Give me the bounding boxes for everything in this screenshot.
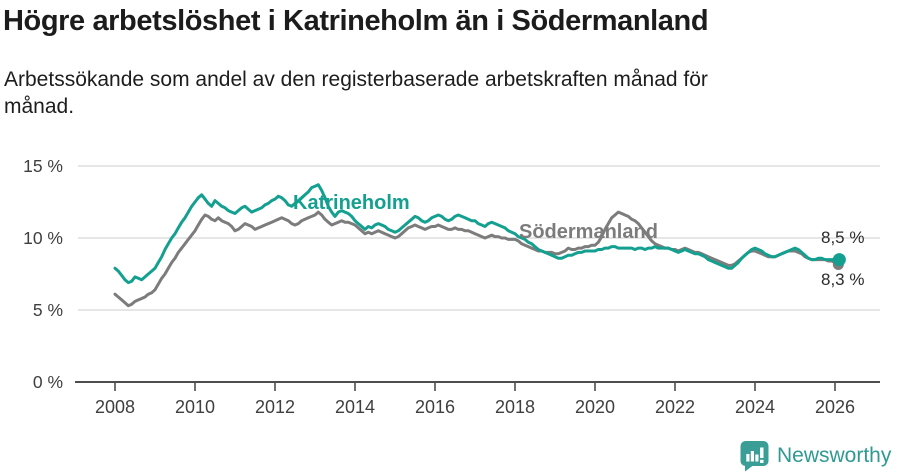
x-tick-label: 2010 xyxy=(175,397,215,417)
y-tick-label: 15 % xyxy=(23,156,63,176)
end-dot-katrineholm xyxy=(832,253,846,267)
subtitle-line-2: månad. xyxy=(4,95,75,118)
x-tick-label: 2008 xyxy=(95,397,135,417)
y-tick-label: 5 % xyxy=(33,300,63,320)
chart-subtitle: Arbetssökande som andel av den registerb… xyxy=(4,66,864,120)
x-tick-label: 2022 xyxy=(655,397,695,417)
subtitle-line-1: Arbetssökande som andel av den registerb… xyxy=(4,68,708,91)
series-line-katrineholm xyxy=(113,183,840,285)
x-tick-label: 2014 xyxy=(335,397,375,417)
newsworthy-logo-icon xyxy=(740,441,769,472)
newsworthy-logo: Newsworthy xyxy=(740,440,891,472)
x-tick-label: 2012 xyxy=(255,397,295,417)
series-label-sodermanland: Södermanland xyxy=(519,221,658,243)
y-tick-label: 0 % xyxy=(33,372,63,392)
y-tick-label: 10 % xyxy=(23,228,63,248)
x-tick-label: 2018 xyxy=(495,397,535,417)
end-value-label-katrineholm: 8,5 % xyxy=(821,228,865,247)
end-value-label-sodermanland: 8,3 % xyxy=(821,270,865,289)
x-tick-label: 2020 xyxy=(575,397,615,417)
page-title: Högre arbetslöshet i Katrineholm än i Sö… xyxy=(3,5,709,37)
series-label-katrineholm: Katrineholm xyxy=(293,192,410,214)
series-line-södermanland xyxy=(113,210,840,308)
x-tick-label: 2016 xyxy=(415,397,455,417)
x-tick-label: 2026 xyxy=(815,397,855,417)
newsworthy-logo-text: Newsworthy xyxy=(777,444,892,467)
x-tick-label: 2024 xyxy=(735,397,775,417)
